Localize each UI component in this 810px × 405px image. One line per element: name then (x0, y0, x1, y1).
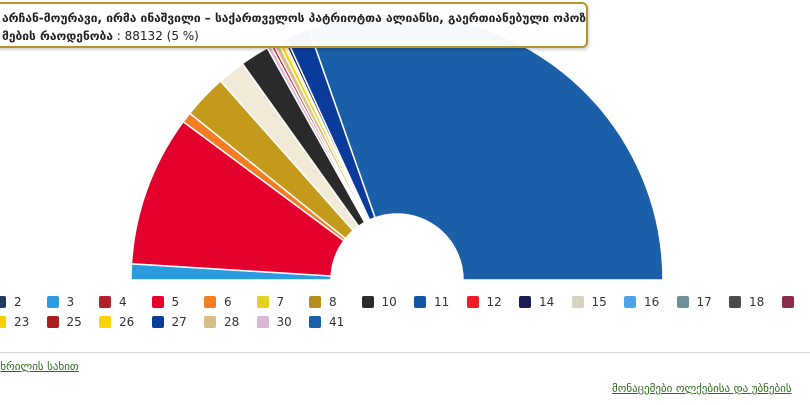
legend-swatch (309, 296, 321, 308)
legend-item-5[interactable]: 5 (151, 294, 180, 310)
legend-label: 17 (696, 295, 712, 309)
legend-label: 14 (539, 295, 555, 309)
legend-swatch (46, 296, 59, 308)
chart-legend: 2 3 4 5 6 7 8 10 11 12 14 15 16 17 18 23 25 26 27 28 30 41 (0, 294, 810, 334)
legend-label: 11 (434, 295, 450, 309)
legend-label: 4 (119, 295, 127, 309)
divider (0, 352, 810, 353)
legend-swatch (309, 316, 321, 328)
chart-tooltip: არჩან-მოურავი, ირმა ინაშვილი – საქართველ… (0, 2, 588, 48)
legend-label: 41 (329, 315, 345, 329)
legend-label: 2 (14, 295, 22, 309)
tooltip-title: არჩან-მოურავი, ირმა ინაშვილი – საქართველ… (2, 11, 588, 25)
legend-label: 3 (66, 295, 75, 309)
legend-swatch (414, 296, 426, 308)
legend-swatch (204, 316, 216, 328)
legend-swatch (256, 296, 269, 308)
legend-label: 26 (119, 315, 135, 329)
legend-item-8[interactable]: 8 (309, 294, 337, 310)
seat-chart: არჩან-მოურავი, ირმა ინაშვილი – საქართველ… (0, 2, 664, 281)
legend-swatch (99, 296, 111, 308)
legend-item-18[interactable]: 18 (729, 294, 764, 310)
legend-label: 5 (171, 295, 180, 309)
legend-swatch (256, 316, 269, 328)
legend-swatch (729, 296, 741, 308)
legend-item-17[interactable]: 17 (676, 294, 712, 310)
legend-label: 7 (276, 295, 285, 309)
legend-item-23[interactable]: 23 (0, 314, 29, 330)
legend-label: 28 (224, 315, 240, 329)
legend-label: 30 (276, 315, 292, 329)
legend-item-28[interactable]: 28 (204, 314, 239, 330)
legend-item-10[interactable]: 10 (361, 294, 397, 310)
legend-item-11[interactable]: 11 (414, 294, 449, 310)
district-data-link[interactable]: მონაცემები ოლქებისა და უბნების (612, 382, 792, 395)
legend-swatch (361, 296, 374, 308)
legend-swatch (571, 296, 584, 308)
legend-label: 27 (171, 315, 187, 329)
legend-swatch (151, 316, 164, 328)
legend-label: 23 (14, 315, 30, 329)
legend-item-15[interactable]: 15 (571, 294, 607, 310)
legend-swatch (519, 296, 531, 308)
legend-item-3[interactable]: 3 (46, 294, 75, 310)
legend-swatch (0, 316, 6, 328)
legend-label: 6 (224, 295, 232, 309)
legend-swatch (466, 296, 479, 308)
legend-label: 10 (381, 295, 397, 309)
legend-item-14[interactable]: 14 (519, 294, 554, 310)
tooltip-line: მების რაოდენობა : 88132 (5 %) (2, 27, 576, 45)
legend-swatch (151, 296, 164, 308)
tooltip-label: მების რაოდენობა (2, 29, 113, 43)
table-view-link[interactable]: ცხრილის სახით (0, 360, 79, 373)
legend-label: 8 (329, 295, 337, 309)
legend-label: 25 (66, 315, 82, 329)
legend-swatch (204, 296, 216, 308)
legend-item-2[interactable]: 2 (0, 294, 22, 310)
legend-item-25[interactable]: 25 (46, 314, 82, 330)
legend-item-6[interactable]: 6 (204, 294, 232, 310)
legend-item-12[interactable]: 12 (466, 294, 502, 310)
slice-5[interactable] (130, 120, 346, 277)
legend-label: 12 (486, 295, 502, 309)
legend-label: 15 (591, 295, 607, 309)
legend-label: 16 (644, 295, 660, 309)
legend-swatch (46, 316, 59, 328)
tooltip-value: : 88132 (5 %) (116, 29, 199, 43)
legend-item-27[interactable]: 27 (151, 314, 187, 330)
legend-swatch (99, 316, 111, 328)
legend-item-16[interactable]: 16 (624, 294, 659, 310)
legend-item-4[interactable]: 4 (99, 294, 127, 310)
legend-item-26[interactable]: 26 (99, 314, 134, 330)
legend-item-7[interactable]: 7 (256, 294, 285, 310)
legend-item-30[interactable]: 30 (256, 314, 292, 330)
slice-41[interactable] (307, 13, 664, 281)
legend-swatch (0, 296, 6, 308)
legend-item-unlabeled[interactable] (781, 294, 802, 310)
legend-swatch (624, 296, 636, 308)
legend-label: 18 (749, 295, 765, 309)
legend-swatch (676, 296, 689, 308)
legend-swatch (781, 296, 794, 308)
legend-item-41[interactable]: 41 (309, 314, 344, 330)
semi-donut-chart (130, 13, 664, 281)
